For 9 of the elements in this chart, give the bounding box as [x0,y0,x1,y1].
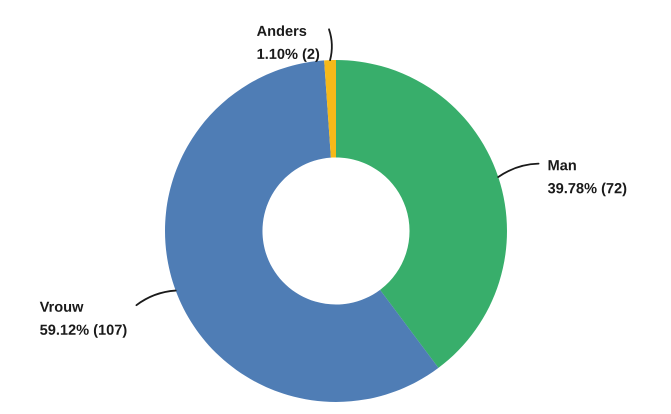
slice-label: Man [548,160,576,170]
donut-slice [336,60,507,368]
data-label: 39.78% (72) [548,182,626,196]
donut-slice [324,60,336,158]
data-label: 59.12% (107) [40,324,126,338]
slice-label: Vrouw [40,302,84,312]
data-label: 1.10% (2) [258,48,320,62]
slice-label: Anders [256,25,306,36]
donut-slice [165,60,438,402]
